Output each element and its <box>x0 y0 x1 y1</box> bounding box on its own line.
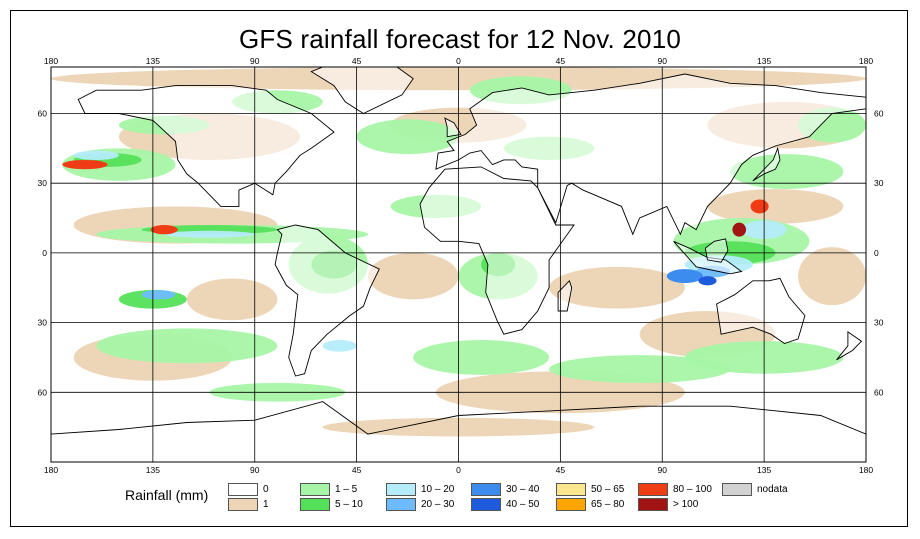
lat-tick-right: 30 <box>874 178 884 188</box>
lon-tick-top: 135 <box>757 56 771 66</box>
lat-tick-left: 60 <box>38 108 48 118</box>
legend-swatch <box>471 498 501 511</box>
legend-swatch <box>722 483 752 496</box>
legend-swatch <box>638 483 668 496</box>
legend-label: 40 – 50 <box>506 499 540 510</box>
lon-tick-bottom: 45 <box>556 465 566 475</box>
landmass-outline <box>716 277 806 344</box>
lon-tick-top: 45 <box>556 56 566 66</box>
landmass-outline <box>557 279 573 312</box>
lon-tick-bottom: 0 <box>456 465 461 475</box>
lat-tick-left: 60 <box>38 387 48 397</box>
legend-swatch <box>386 498 416 511</box>
lon-tick-bottom: 180 <box>44 465 58 475</box>
coastlines <box>51 67 866 435</box>
legend-label: 1 – 5 <box>335 484 358 495</box>
lon-tick-bottom: 180 <box>859 465 873 475</box>
landmass-outline <box>77 85 335 207</box>
graticule <box>51 67 866 462</box>
landmass-outline <box>836 331 863 361</box>
legend-label: nodata <box>757 484 788 495</box>
lat-tick-right: 60 <box>874 108 884 118</box>
lat-tick-left: 0 <box>42 248 47 258</box>
legend-swatch <box>228 498 258 511</box>
lon-tick-bottom: 135 <box>146 465 160 475</box>
legend-label: 0 <box>263 484 269 495</box>
legend-label: 1 <box>263 499 269 510</box>
lat-tick-left: 30 <box>38 318 48 328</box>
lat-tick-right: 60 <box>874 387 884 397</box>
lon-tick-bottom: 90 <box>250 465 260 475</box>
lon-tick-top: 135 <box>146 56 160 66</box>
axis-ticks: 180 180 135 135 90 90 45 45 0 0 45 45 90 90 135 135 180 1… <box>38 56 884 475</box>
legend-swatch <box>471 483 501 496</box>
legend-swatch <box>556 498 586 511</box>
landmass-outline <box>274 224 380 377</box>
lon-tick-top: 180 <box>859 56 873 66</box>
legend-swatch <box>638 498 668 511</box>
map-border <box>50 66 867 463</box>
legend-title: Rainfall (mm) <box>125 487 209 503</box>
lon-tick-bottom: 45 <box>352 465 362 475</box>
lon-tick-bottom: 135 <box>757 465 771 475</box>
legend-swatch <box>386 483 416 496</box>
legend-label: 30 – 40 <box>506 484 540 495</box>
lon-tick-bottom: 90 <box>658 465 668 475</box>
lon-tick-top: 0 <box>456 56 461 66</box>
legend-label: 5 – 10 <box>335 499 363 510</box>
legend-label: 20 – 30 <box>421 499 455 510</box>
legend-swatch <box>300 498 330 511</box>
landmass-outline <box>51 401 866 435</box>
legend-label: 65 – 80 <box>591 499 625 510</box>
lat-tick-right: 0 <box>874 248 879 258</box>
legend-swatch <box>228 483 258 496</box>
legend-label: > 100 <box>673 499 699 510</box>
landmass-outline <box>704 238 729 263</box>
map-title: GFS rainfall forecast for 12 Nov. 2010 <box>238 24 682 54</box>
lat-tick-right: 30 <box>874 318 884 328</box>
legend-label: 10 – 20 <box>421 484 455 495</box>
legend-swatch <box>556 483 586 496</box>
lon-tick-top: 90 <box>250 56 260 66</box>
legend-label: 50 – 65 <box>591 484 625 495</box>
lon-tick-top: 180 <box>44 56 58 66</box>
lon-tick-top: 45 <box>352 56 362 66</box>
lat-tick-left: 30 <box>38 178 48 188</box>
lon-tick-top: 90 <box>658 56 668 66</box>
figure-frame <box>10 10 908 527</box>
legend-swatch <box>300 483 330 496</box>
legend-label: 80 – 100 <box>673 484 712 495</box>
